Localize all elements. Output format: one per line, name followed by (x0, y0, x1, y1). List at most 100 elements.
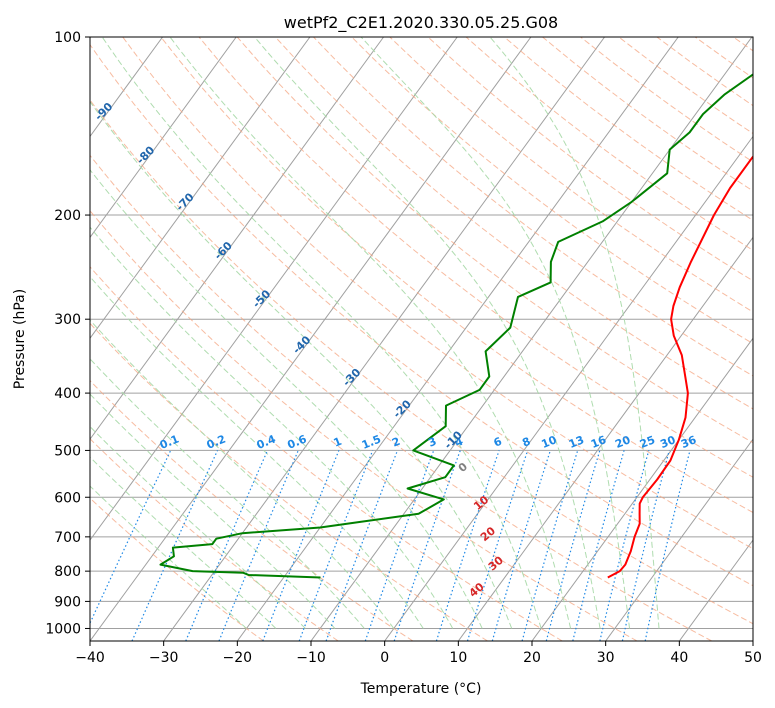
dry-adiabat-line (618, 37, 753, 135)
dry-adiabat-line (694, 37, 753, 79)
moist-adiabat-line (489, 37, 660, 629)
dry-adiabat-line (198, 37, 753, 478)
mixing-ratio-line (572, 450, 625, 641)
moist-adiabat-line (90, 358, 365, 629)
dry-adiabat-line (122, 37, 753, 550)
dry-adiabat-line (90, 497, 264, 641)
mixing-ratio-line (435, 450, 500, 641)
mixing-ratio-line (185, 450, 269, 641)
x-tick-label: 50 (744, 650, 762, 666)
mixing-ratio-line (521, 450, 579, 641)
mixing-ratio-label: 30 (658, 433, 677, 451)
moist-adiabat-line (169, 37, 572, 629)
moist-adiabat-line (90, 425, 306, 629)
moist-adiabat-label: -80 (134, 143, 157, 166)
mixing-ratio-line (364, 450, 435, 641)
mixing-ratio-line (599, 450, 650, 641)
isotherm-line (163, 37, 605, 641)
mixing-ratio-label: 0.4 (255, 432, 278, 451)
isotherm-line (384, 135, 753, 641)
isotherm-line (90, 37, 237, 239)
moist-adiabat-line (90, 319, 395, 629)
mixing-ratio-line (393, 450, 461, 641)
mixing-ratio-label: 25 (638, 433, 657, 451)
moist-adiabat-line (90, 168, 483, 629)
mixing-ratio-label: 2 (390, 435, 402, 450)
dry-adiabat-line (427, 37, 753, 282)
x-axis-label: Temperature (°C) (360, 681, 482, 697)
dry-adiabat-line (160, 37, 753, 514)
mixing-ratio-label: 10 (540, 433, 559, 451)
dry-adiabat-line (542, 37, 753, 192)
isotherm-line (90, 37, 458, 541)
moist-adiabat-label: -60 (212, 239, 235, 262)
isotherm-line (531, 337, 753, 641)
moist-adiabat-label: -50 (250, 287, 273, 310)
dry-adiabat-label: 10 (471, 493, 491, 513)
temperature-line (607, 155, 753, 579)
mixing-ratio-label: 6 (492, 435, 504, 450)
dry-adiabat-line (503, 37, 753, 221)
dry-adiabat-line (236, 37, 753, 444)
mixing-ratio-label: 1.5 (360, 433, 383, 452)
mixing-ratio-label: 0.6 (286, 432, 309, 451)
isotherm-grid (90, 37, 753, 641)
x-tick-label: 10 (449, 650, 467, 666)
mixing-ratio-label: 36 (679, 433, 698, 451)
isobar-grid (90, 37, 753, 629)
isotherm-line (236, 37, 679, 641)
isotherm-line (605, 438, 753, 641)
isotherm-line (90, 37, 532, 641)
dry-adiabat-line (732, 37, 753, 52)
mixing-ratio-lines (90, 450, 691, 641)
moist-adiabat-line (90, 100, 513, 629)
dry-adiabat-line (90, 210, 638, 641)
dry-adiabat-label: 30 (486, 553, 506, 573)
chart-title: wetPf2_C2E1.2020.330.05.25.G08 (284, 13, 558, 33)
moist-adiabat-line (90, 485, 247, 629)
mixing-ratio-label: 16 (589, 433, 608, 451)
x-tick-label: −30 (149, 650, 179, 666)
x-tick-label: −20 (223, 650, 253, 666)
x-tick-label: 20 (523, 650, 541, 666)
y-tick-label: 400 (54, 386, 81, 402)
dry-adiabat-line (351, 37, 753, 345)
moist-adiabats (90, 37, 660, 629)
x-tick-label: 0 (380, 650, 389, 666)
mixing-ratio-label: 0.1 (158, 433, 181, 452)
plot-frame (89, 36, 754, 642)
moist-adiabat-line (254, 37, 601, 629)
y-tick-label: 600 (54, 490, 81, 506)
sounding-series (159, 73, 753, 579)
y-tick-label: 200 (54, 208, 81, 224)
y-tick-label: 300 (54, 312, 81, 328)
mixing-ratio-label: 20 (613, 433, 632, 451)
dry-adiabat-line (90, 99, 753, 625)
moist-adiabat-label: -70 (173, 190, 196, 213)
moist-adiabat-line (90, 393, 336, 629)
moist-adiabat-line (90, 226, 454, 629)
dry-adiabat-line (90, 266, 563, 641)
dry-adiabat-label: 20 (478, 524, 498, 544)
y-tick-label: 100 (54, 30, 81, 46)
x-tick-label: −10 (296, 650, 326, 666)
x-tick-label: 40 (670, 650, 688, 666)
y-tick-label: 500 (54, 443, 81, 459)
dry-adiabat-line (90, 43, 753, 587)
dry-adiabat-label: 0 (456, 460, 470, 475)
mixing-ratio-line (298, 450, 374, 641)
moist-adiabat-line (360, 37, 630, 629)
moist-adiabat-label: -90 (92, 100, 115, 123)
mixing-ratio-line (262, 450, 340, 641)
y-tick-label: 700 (54, 530, 81, 546)
mixing-ratio-line (325, 450, 399, 641)
mixing-ratio-label: 0.2 (205, 432, 228, 451)
x-tick-label: 30 (597, 650, 615, 666)
y-axis: 100 200 300 400 500 600 700 800 900 1000 (45, 30, 90, 637)
moist-adiabat-label: -10 (442, 428, 465, 451)
x-tick-label: −40 (75, 650, 105, 666)
isotherm-line (457, 236, 753, 641)
mixing-ratio-line (621, 450, 670, 641)
mixing-ratio-line (466, 450, 529, 641)
